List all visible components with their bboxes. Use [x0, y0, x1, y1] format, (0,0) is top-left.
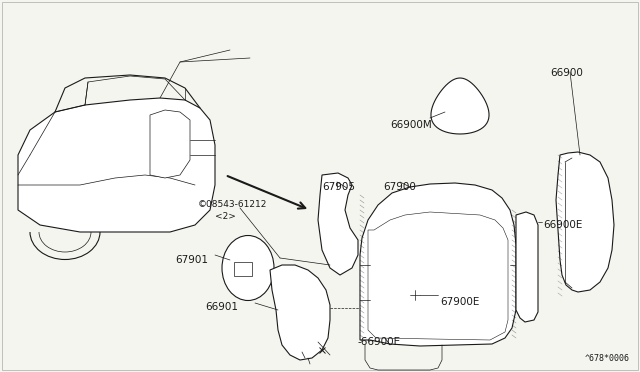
- Polygon shape: [318, 173, 358, 275]
- Bar: [445, 225, 495, 280]
- Text: ©08543-61212: ©08543-61212: [198, 200, 268, 209]
- Text: <2>: <2>: [215, 212, 236, 221]
- Text: 66900E: 66900E: [543, 220, 582, 230]
- Polygon shape: [360, 183, 516, 346]
- Bar: [372, 220, 427, 275]
- Bar: [451, 107, 463, 116]
- Text: 66901: 66901: [205, 302, 238, 312]
- Text: ^678*0006: ^678*0006: [585, 354, 630, 363]
- Text: 66900M: 66900M: [390, 120, 432, 130]
- Bar: [448, 104, 466, 118]
- Text: 66900: 66900: [550, 68, 583, 78]
- Ellipse shape: [222, 235, 274, 301]
- Text: -66900E: -66900E: [358, 337, 401, 347]
- Polygon shape: [270, 265, 330, 360]
- Text: 67905: 67905: [322, 182, 355, 192]
- Text: 67901: 67901: [175, 255, 208, 265]
- Bar: [234, 262, 252, 276]
- Bar: [165, 130, 175, 140]
- Bar: [445, 295, 483, 327]
- Text: 67900E: 67900E: [440, 297, 479, 307]
- Polygon shape: [431, 78, 489, 134]
- Bar: [372, 285, 427, 330]
- Polygon shape: [150, 110, 190, 178]
- Polygon shape: [18, 98, 215, 232]
- Text: 67900: 67900: [383, 182, 416, 192]
- Polygon shape: [516, 212, 538, 322]
- Polygon shape: [556, 152, 614, 292]
